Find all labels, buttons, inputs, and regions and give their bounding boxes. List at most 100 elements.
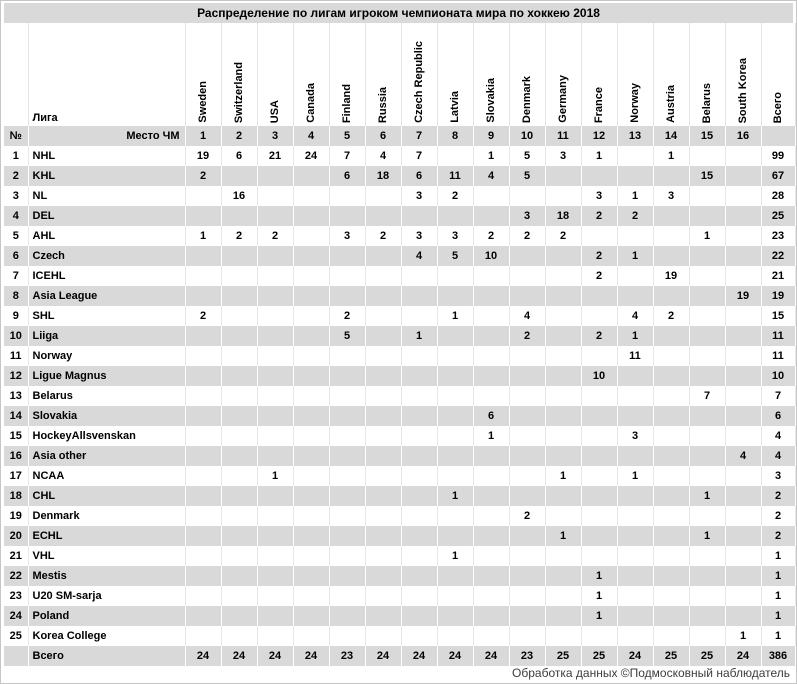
value-cell <box>437 206 474 226</box>
row-total-cell: 1 <box>761 626 796 646</box>
value-cell <box>401 346 438 366</box>
country-header-label: Czech Republic <box>413 41 425 123</box>
value-cell <box>509 286 546 306</box>
row-total-cell: 2 <box>761 526 796 546</box>
value-cell <box>689 346 726 366</box>
value-cell <box>401 606 438 626</box>
value-cell: 10 <box>473 246 510 266</box>
value-cell <box>509 626 546 646</box>
place-cell: 10 <box>509 126 546 146</box>
value-cell: 24 <box>293 146 330 166</box>
column-total-cell: 24 <box>725 646 762 666</box>
value-cell <box>581 426 618 446</box>
value-cell <box>221 326 258 346</box>
row-total-cell: 2 <box>761 506 796 526</box>
value-cell <box>509 406 546 426</box>
value-cell <box>473 286 510 306</box>
value-cell <box>365 326 402 346</box>
value-cell <box>653 486 690 506</box>
place-cell: 7 <box>401 126 438 146</box>
value-cell <box>293 226 330 246</box>
row-number-cell: 4 <box>4 206 29 226</box>
value-cell <box>293 466 330 486</box>
value-cell <box>293 566 330 586</box>
value-cell <box>653 526 690 546</box>
value-cell: 3 <box>581 186 618 206</box>
value-cell <box>437 366 474 386</box>
value-cell: 11 <box>437 166 474 186</box>
value-cell <box>509 186 546 206</box>
value-cell <box>725 526 762 546</box>
value-cell <box>221 526 258 546</box>
league-name-cell: U20 SM-sarja <box>28 586 186 606</box>
value-cell <box>293 446 330 466</box>
place-cell: 1 <box>185 126 222 146</box>
value-cell <box>689 566 726 586</box>
value-cell <box>617 226 654 246</box>
value-cell <box>329 606 366 626</box>
value-cell <box>437 326 474 346</box>
value-cell <box>221 246 258 266</box>
value-cell <box>257 266 294 286</box>
value-cell: 2 <box>617 206 654 226</box>
value-cell <box>329 286 366 306</box>
value-cell <box>653 286 690 306</box>
value-cell <box>545 406 582 426</box>
value-cell <box>473 346 510 366</box>
value-cell <box>329 206 366 226</box>
row-total-cell: 22 <box>761 246 796 266</box>
value-cell <box>401 506 438 526</box>
value-cell <box>365 386 402 406</box>
country-header-cell: Austria <box>653 23 690 126</box>
value-cell <box>725 346 762 366</box>
value-cell <box>437 626 474 646</box>
value-cell <box>689 606 726 626</box>
value-cell <box>689 146 726 166</box>
value-cell <box>545 186 582 206</box>
row-number-cell: 3 <box>4 186 29 206</box>
value-cell <box>221 626 258 646</box>
row-number-cell: 6 <box>4 246 29 266</box>
row-number-cell: 7 <box>4 266 29 286</box>
value-cell <box>293 206 330 226</box>
value-cell: 2 <box>581 326 618 346</box>
value-cell <box>581 526 618 546</box>
row-number-cell: 24 <box>4 606 29 626</box>
row-total-cell: 1 <box>761 566 796 586</box>
row-total-cell: 67 <box>761 166 796 186</box>
league-row: 11 Norway 11 11 <box>4 346 796 366</box>
column-total-cell: 25 <box>689 646 726 666</box>
league-row: 21 VHL 1 1 <box>4 546 796 566</box>
value-cell <box>365 286 402 306</box>
value-cell <box>365 526 402 546</box>
value-cell <box>221 346 258 366</box>
place-cell: 8 <box>437 126 474 146</box>
row-number-cell: 22 <box>4 566 29 586</box>
league-row: 18 CHL 1 1 2 <box>4 486 796 506</box>
row-total-cell: 10 <box>761 366 796 386</box>
value-cell <box>473 326 510 346</box>
corner-spacer-cell <box>4 23 29 126</box>
column-total-cell: 24 <box>365 646 402 666</box>
value-cell <box>365 206 402 226</box>
row-number-cell: 11 <box>4 346 29 366</box>
value-cell <box>725 306 762 326</box>
value-cell <box>365 426 402 446</box>
value-cell <box>293 506 330 526</box>
value-cell: 1 <box>437 306 474 326</box>
value-cell <box>257 346 294 366</box>
place-cell: 2 <box>221 126 258 146</box>
value-cell <box>581 386 618 406</box>
row-total-cell: 11 <box>761 346 796 366</box>
row-number-cell: 5 <box>4 226 29 246</box>
value-cell <box>617 566 654 586</box>
value-cell <box>437 606 474 626</box>
value-cell <box>473 266 510 286</box>
place-cell: 11 <box>545 126 582 146</box>
league-name-cell: ICEHL <box>28 266 186 286</box>
league-row: 2 KHL 2 6 18 6 11 4 5 15 67 <box>4 166 796 186</box>
value-cell: 1 <box>437 546 474 566</box>
totals-row-label: Всего <box>28 646 186 666</box>
value-cell <box>293 286 330 306</box>
value-cell <box>545 586 582 606</box>
